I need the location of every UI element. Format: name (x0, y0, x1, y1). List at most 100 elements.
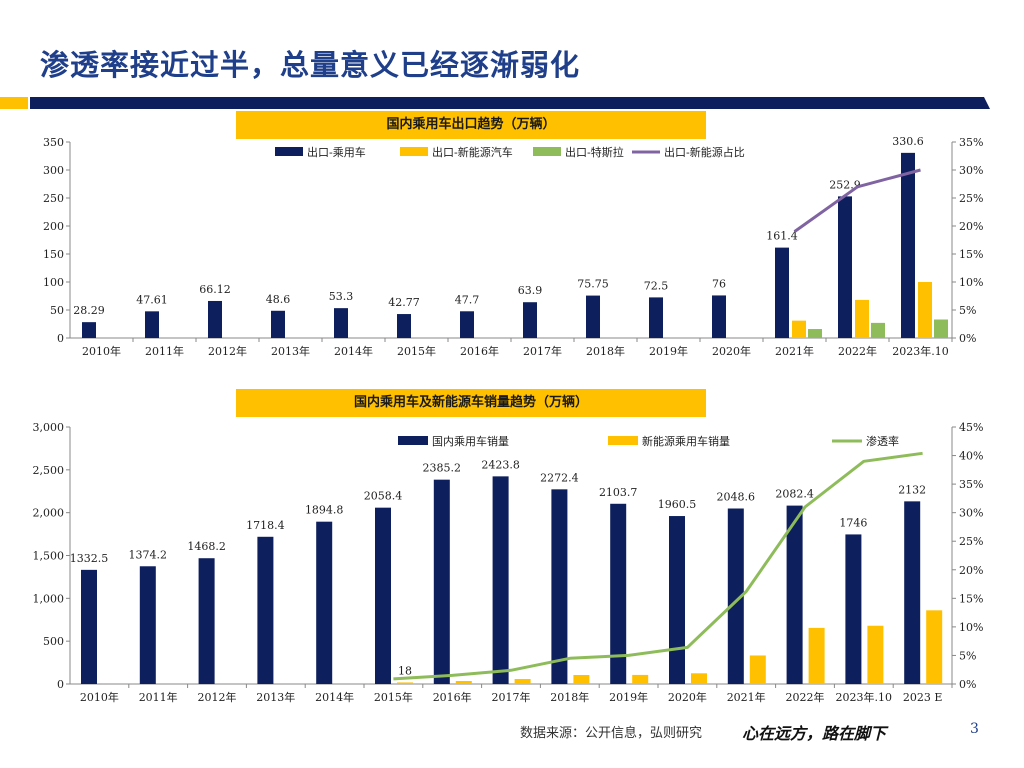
data-label: 48.6 (266, 293, 291, 306)
right-tick-label: 25% (959, 535, 983, 548)
bar (208, 300, 222, 338)
header-rule (30, 97, 990, 109)
x-tick-label: 2020年 (712, 344, 751, 358)
right-tick-label: 45% (959, 421, 983, 434)
left-tick-label: 0 (57, 332, 64, 345)
x-tick-label: 2023 E (903, 691, 943, 704)
x-tick-label: 2019年 (609, 690, 648, 704)
right-tick-label: 35% (959, 478, 983, 491)
x-tick-label: 2016年 (433, 690, 472, 704)
x-tick-label: 2014年 (334, 344, 373, 358)
legend-swatch (533, 147, 561, 156)
data-label: 42.77 (388, 296, 420, 309)
data-label: 1374.2 (129, 548, 168, 561)
left-tick-label: 250 (43, 192, 64, 205)
bar (808, 329, 822, 338)
bar (523, 302, 537, 338)
bar (460, 311, 474, 338)
data-label: 161.4 (766, 230, 798, 243)
left-tick-label: 1,500 (33, 550, 65, 563)
bar (871, 322, 885, 338)
data-label: 1746 (839, 516, 867, 529)
legend-label: 出口-特斯拉 (565, 145, 624, 159)
bar (649, 297, 663, 338)
bar (669, 516, 685, 684)
data-label: 1468.2 (187, 540, 226, 553)
data-label: 76 (712, 277, 726, 290)
legend-label: 出口-新能源占比 (664, 145, 745, 159)
x-tick-label: 2019年 (649, 344, 688, 358)
left-tick-label: 500 (43, 635, 64, 648)
data-label: 53.3 (329, 290, 354, 303)
bar (808, 627, 825, 684)
right-tick-label: 30% (959, 164, 983, 177)
bar (845, 534, 862, 684)
right-tick-label: 20% (959, 564, 983, 577)
bar (610, 503, 627, 684)
right-tick-label: 0% (959, 678, 976, 691)
bar (316, 521, 333, 684)
bar (81, 569, 97, 684)
x-tick-label: 2022年 (786, 690, 825, 704)
legend-label: 国内乘用车销量 (432, 434, 509, 448)
x-tick-label: 2020年 (668, 690, 707, 704)
bar (433, 479, 450, 684)
data-label: 2132 (898, 483, 926, 496)
data-label: 75.75 (577, 278, 609, 291)
bar (792, 320, 806, 338)
data-label: 1332.5 (70, 552, 109, 565)
bar (867, 625, 884, 684)
page-title: 渗透率接近过半，总量意义已经逐渐弱化 (40, 48, 581, 82)
right-tick-label: 15% (959, 592, 983, 605)
data-label: 28.29 (73, 304, 105, 317)
x-tick-label: 2016年 (460, 344, 499, 358)
x-tick-label: 2018年 (550, 690, 589, 704)
left-tick-label: 1,000 (33, 592, 65, 605)
bar (749, 655, 766, 684)
x-tick-label: 2011年 (145, 344, 184, 358)
x-tick-label: 2023年.10 (892, 344, 949, 358)
x-tick-label: 2010年 (82, 344, 121, 358)
x-tick-label: 2017年 (523, 344, 562, 358)
x-tick-label: 2013年 (271, 344, 310, 358)
bar (904, 501, 921, 684)
bar (257, 536, 274, 684)
data-label: 2423.8 (481, 458, 520, 471)
left-tick-label: 0 (57, 678, 64, 691)
x-tick-label: 2014年 (315, 690, 354, 704)
data-label: 66.12 (199, 283, 231, 296)
data-label: 18 (398, 664, 412, 677)
source-note: 数据来源：公开信息，弘则研究 (520, 726, 703, 741)
legend-swatch (398, 436, 428, 445)
data-label: 47.7 (455, 293, 480, 306)
data-label: 2058.4 (364, 490, 403, 503)
bar (691, 673, 707, 684)
legend-label: 出口-新能源汽车 (432, 145, 513, 159)
data-label: 2272.4 (540, 471, 579, 484)
data-label: 2385.2 (423, 462, 462, 475)
slogan: 心在远方，路在脚下 (742, 724, 887, 743)
chart2-title: 国内乘用车及新能源车销量趋势（万辆） (236, 389, 706, 417)
x-tick-label: 2012年 (208, 344, 247, 358)
left-tick-label: 300 (43, 164, 64, 177)
right-tick-label: 30% (959, 507, 983, 520)
bar (727, 508, 744, 684)
data-label: 2103.7 (599, 486, 638, 499)
x-tick-label: 2015年 (374, 690, 413, 704)
right-tick-label: 10% (959, 276, 983, 289)
bar (271, 310, 285, 338)
right-tick-label: 20% (959, 220, 983, 233)
x-tick-label: 2018年 (586, 344, 625, 358)
x-tick-label: 2015年 (397, 344, 436, 358)
bar (934, 319, 948, 338)
left-tick-label: 2,500 (33, 464, 65, 477)
left-tick-label: 350 (43, 136, 64, 149)
x-tick-label: 2017年 (492, 690, 531, 704)
data-label: 1960.5 (658, 498, 697, 511)
bar (786, 505, 803, 684)
left-tick-label: 100 (43, 276, 64, 289)
bar (712, 295, 726, 338)
